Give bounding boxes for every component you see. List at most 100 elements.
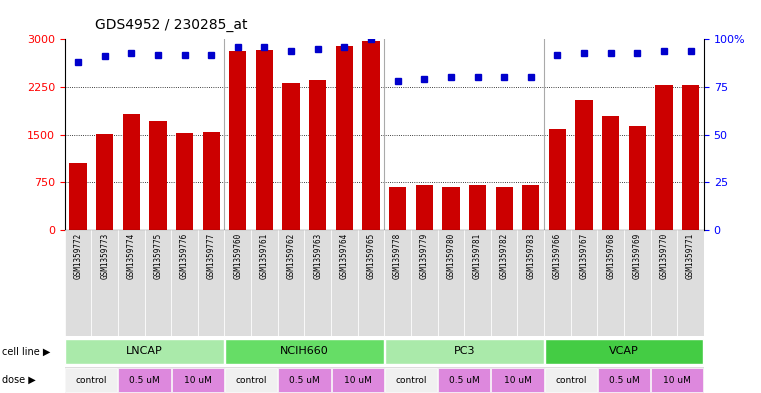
Bar — [517, 230, 544, 336]
Bar — [544, 230, 571, 336]
Bar — [171, 230, 198, 336]
Bar — [69, 163, 87, 230]
Text: GSM1359773: GSM1359773 — [100, 233, 109, 279]
Text: GSM1359761: GSM1359761 — [260, 233, 269, 279]
Bar — [225, 368, 277, 392]
Text: GSM1359766: GSM1359766 — [553, 233, 562, 279]
Text: GSM1359763: GSM1359763 — [314, 233, 322, 279]
Bar — [571, 230, 597, 336]
Bar — [385, 339, 543, 364]
Bar — [65, 339, 224, 364]
Bar — [119, 368, 170, 392]
Text: GSM1359764: GSM1359764 — [340, 233, 349, 279]
Text: GSM1359783: GSM1359783 — [527, 233, 535, 279]
Text: GSM1359767: GSM1359767 — [580, 233, 588, 279]
Bar — [331, 230, 358, 336]
Bar — [123, 114, 140, 230]
Bar — [229, 51, 247, 230]
Text: 0.5 uM: 0.5 uM — [129, 376, 160, 384]
Bar — [495, 187, 513, 230]
Text: GSM1359770: GSM1359770 — [660, 233, 668, 279]
Bar — [256, 50, 273, 230]
Bar — [651, 368, 703, 392]
Bar — [677, 230, 704, 336]
Text: GSM1359782: GSM1359782 — [500, 233, 508, 279]
Bar — [651, 230, 677, 336]
Text: GDS4952 / 230285_at: GDS4952 / 230285_at — [95, 18, 247, 32]
Bar — [202, 132, 220, 230]
Text: NCIH660: NCIH660 — [280, 346, 329, 356]
Text: control: control — [235, 376, 267, 384]
Bar — [597, 230, 624, 336]
Text: GSM1359760: GSM1359760 — [234, 233, 242, 279]
Text: GSM1359771: GSM1359771 — [686, 233, 695, 279]
Text: GSM1359776: GSM1359776 — [180, 233, 189, 279]
Text: control: control — [555, 376, 587, 384]
Bar — [332, 368, 384, 392]
Bar — [145, 230, 171, 336]
Bar — [65, 368, 117, 392]
Text: 10 uM: 10 uM — [344, 376, 371, 384]
Text: GSM1359775: GSM1359775 — [154, 233, 162, 279]
Text: GSM1359780: GSM1359780 — [447, 233, 455, 279]
Bar — [362, 40, 380, 230]
Text: GSM1359774: GSM1359774 — [127, 233, 135, 279]
Text: GSM1359779: GSM1359779 — [420, 233, 428, 279]
Text: dose ▶: dose ▶ — [2, 375, 35, 385]
Bar — [411, 230, 438, 336]
Text: GSM1359772: GSM1359772 — [74, 233, 82, 279]
Bar — [278, 230, 304, 336]
Bar — [491, 230, 517, 336]
Bar — [176, 133, 193, 230]
Bar — [442, 187, 460, 230]
Bar — [602, 116, 619, 230]
Text: 0.5 uM: 0.5 uM — [609, 376, 639, 384]
Bar — [384, 230, 411, 336]
Bar — [469, 185, 486, 230]
Text: LNCAP: LNCAP — [126, 346, 163, 356]
Bar — [304, 230, 331, 336]
Bar — [389, 187, 406, 230]
Bar — [598, 368, 650, 392]
Bar — [172, 368, 224, 392]
Bar — [629, 126, 646, 230]
Text: control: control — [395, 376, 427, 384]
Bar — [224, 230, 251, 336]
Text: GSM1359765: GSM1359765 — [367, 233, 375, 279]
Text: GSM1359778: GSM1359778 — [393, 233, 402, 279]
Text: GSM1359777: GSM1359777 — [207, 233, 215, 279]
Bar — [682, 85, 699, 230]
Bar — [438, 230, 464, 336]
Bar — [624, 230, 651, 336]
Bar — [96, 134, 113, 230]
Text: 0.5 uM: 0.5 uM — [289, 376, 320, 384]
Text: control: control — [75, 376, 107, 384]
Text: 10 uM: 10 uM — [664, 376, 691, 384]
Text: 10 uM: 10 uM — [504, 376, 531, 384]
Text: GSM1359781: GSM1359781 — [473, 233, 482, 279]
Bar — [358, 230, 384, 336]
Bar — [149, 121, 167, 230]
Bar — [336, 46, 353, 230]
Text: VCAP: VCAP — [609, 346, 639, 356]
Bar — [416, 185, 433, 230]
Bar — [522, 185, 540, 230]
Bar — [545, 339, 703, 364]
Text: cell line ▶: cell line ▶ — [2, 346, 50, 356]
Bar — [309, 80, 326, 230]
Bar — [225, 339, 384, 364]
Bar — [282, 83, 300, 230]
Text: 10 uM: 10 uM — [184, 376, 212, 384]
Bar — [438, 368, 490, 392]
Text: 0.5 uM: 0.5 uM — [449, 376, 479, 384]
Text: PC3: PC3 — [454, 346, 475, 356]
Bar — [65, 230, 91, 336]
Text: GSM1359762: GSM1359762 — [287, 233, 295, 279]
Bar — [492, 368, 543, 392]
Bar — [655, 85, 673, 230]
Bar — [91, 230, 118, 336]
Bar — [545, 368, 597, 392]
Text: GSM1359769: GSM1359769 — [633, 233, 642, 279]
Bar — [575, 100, 593, 230]
Bar — [251, 230, 278, 336]
